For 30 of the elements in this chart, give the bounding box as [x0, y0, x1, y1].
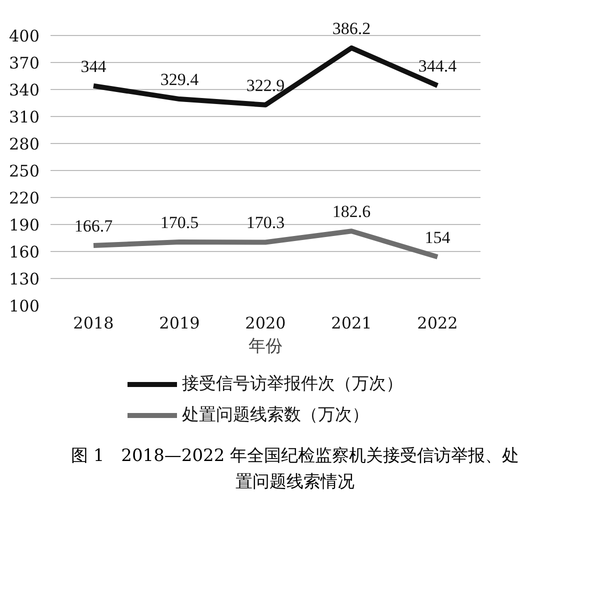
- y-tick-label: 340: [8, 80, 40, 100]
- y-tick-label: 280: [8, 134, 40, 154]
- x-tick-label: 2019: [159, 314, 200, 332]
- y-tick-label: 400: [8, 26, 40, 46]
- y-tick-label: 160: [8, 242, 40, 262]
- x-tick-label: 2018: [73, 314, 114, 332]
- text: 图 1 2018—2022 年全国纪检监察机关接受信访举报、处置问题线索情况: [70, 445, 520, 494]
- y-tick-label: 220: [8, 188, 40, 208]
- y-tick-label: 310: [8, 108, 40, 126]
- x-tick-label: 2020: [245, 314, 286, 332]
- y-tick-label: 190: [8, 216, 40, 234]
- data-label: 344.4: [418, 56, 458, 76]
- y-tick-label: 130: [8, 270, 40, 288]
- legend-label: 接受信号访举报件次（万次）: [182, 373, 403, 395]
- data-label: 344: [80, 56, 107, 76]
- legend-label: 处置问题线索数（万次）: [182, 404, 369, 426]
- y-tick-label: 370: [8, 54, 40, 72]
- y-tick-label: 100: [8, 296, 40, 316]
- data-label: 329.4: [160, 70, 200, 90]
- data-label: 154: [424, 228, 451, 247]
- x-tick-label: 2021: [331, 314, 372, 332]
- data-label: 386.2: [332, 18, 371, 38]
- data-label: 170.3: [246, 213, 285, 232]
- x-axis-title: 年份: [248, 336, 282, 356]
- data-label: 322.9: [246, 76, 285, 95]
- data-label: 170.5: [160, 213, 199, 232]
- data-label: 166.7: [74, 216, 114, 236]
- y-tick-label: 250: [8, 162, 40, 180]
- x-tick-label: 2022: [417, 314, 458, 332]
- data-label: 182.6: [332, 202, 371, 222]
